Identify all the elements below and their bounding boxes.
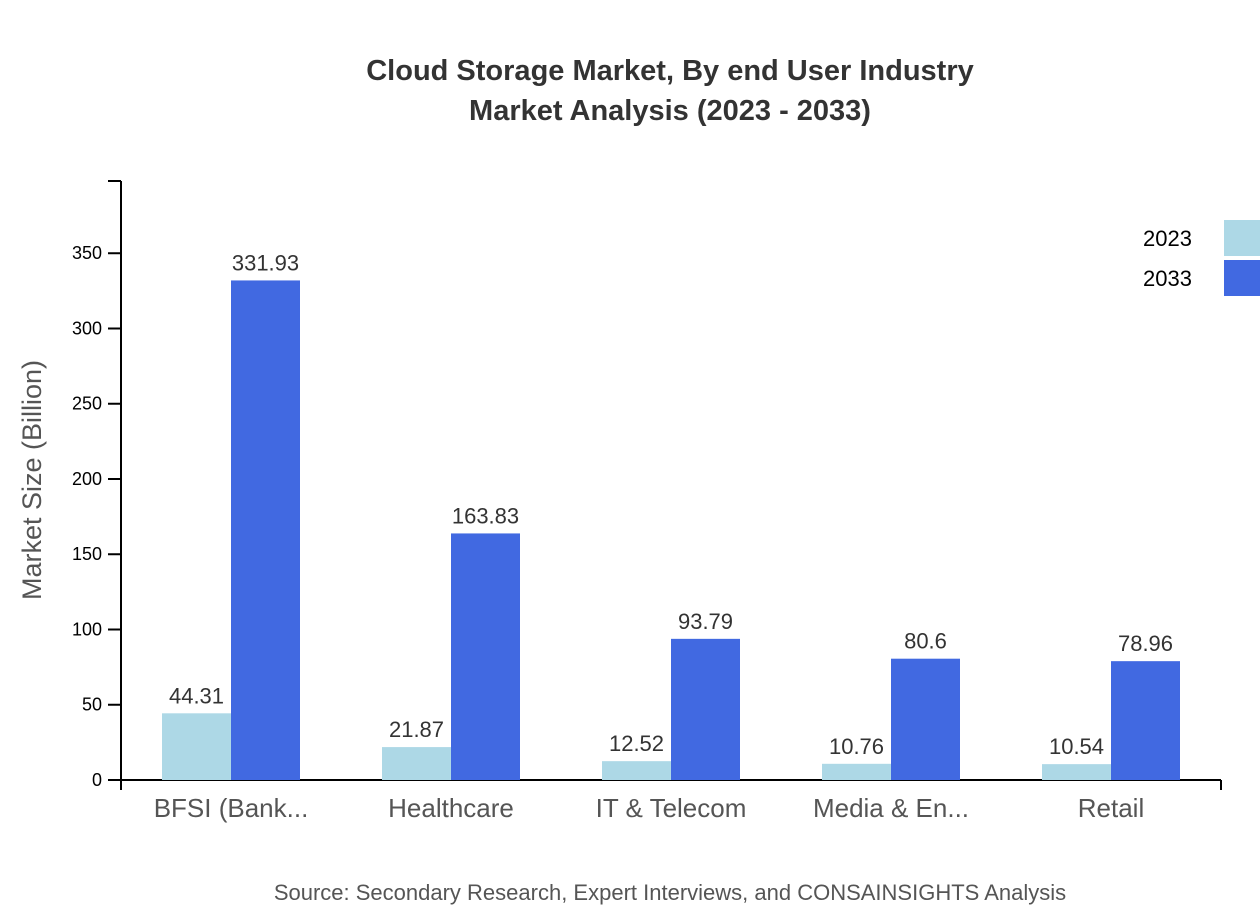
y-tick-label: 50 bbox=[82, 695, 102, 715]
y-tick-label: 150 bbox=[72, 544, 102, 564]
legend-swatch bbox=[1224, 260, 1260, 296]
legend-label: 2023 bbox=[1143, 226, 1192, 251]
y-tick-label: 250 bbox=[72, 394, 102, 414]
y-axis-label: Market Size (Billion) bbox=[17, 360, 47, 600]
bar-2033 bbox=[1111, 661, 1180, 780]
y-axis: 0 50 100 150 200 250 300 350 bbox=[72, 180, 122, 790]
x-tick-label: IT & Telecom bbox=[596, 793, 747, 823]
data-label: 10.76 bbox=[829, 734, 884, 759]
bar-2023 bbox=[382, 747, 451, 780]
chart-title: Cloud Storage Market, By end User Indust… bbox=[366, 55, 974, 87]
bar-2023 bbox=[162, 713, 231, 780]
data-label: 163.83 bbox=[452, 503, 519, 528]
x-tick-label: BFSI (Bank... bbox=[154, 793, 309, 823]
bar-2033 bbox=[231, 280, 300, 780]
bar-2033 bbox=[671, 638, 740, 780]
x-tick-label: Retail bbox=[1078, 793, 1144, 823]
data-label: 44.31 bbox=[169, 683, 224, 708]
data-label: 12.52 bbox=[609, 731, 664, 756]
y-tick-label: 300 bbox=[72, 318, 102, 338]
bar-2033 bbox=[891, 658, 960, 780]
data-label: 93.79 bbox=[678, 609, 733, 634]
bar-2023 bbox=[822, 763, 891, 780]
y-tick-label: 100 bbox=[72, 619, 102, 639]
y-tick-label: 350 bbox=[72, 243, 102, 263]
bars: 44.31 331.93 21.87 163.83 12.52 93.79 10.76 80.… bbox=[162, 250, 1180, 780]
x-axis: BFSI (Bank... Healthcare IT & Telecom Media… bbox=[120, 779, 1222, 823]
x-tick-label: Healthcare bbox=[388, 793, 514, 823]
data-label: 10.54 bbox=[1049, 734, 1104, 759]
data-label: 80.6 bbox=[904, 629, 947, 654]
data-label: 331.93 bbox=[232, 250, 299, 275]
y-tick-label: 0 bbox=[92, 770, 102, 790]
bar-2033 bbox=[451, 533, 520, 780]
legend-swatch bbox=[1224, 220, 1260, 256]
data-label: 78.96 bbox=[1118, 631, 1173, 656]
legend: 2023 2033 bbox=[1143, 220, 1260, 296]
data-label: 21.87 bbox=[389, 717, 444, 742]
chart-subtitle: Market Analysis (2023 - 2033) bbox=[469, 95, 871, 127]
bar-2023 bbox=[1042, 764, 1111, 780]
bar-2023 bbox=[602, 761, 671, 780]
source-note: Source: Secondary Research, Expert Inter… bbox=[274, 880, 1066, 905]
y-tick-label: 200 bbox=[72, 469, 102, 489]
legend-label: 2033 bbox=[1143, 266, 1192, 291]
x-tick-label: Media & En... bbox=[813, 793, 969, 823]
